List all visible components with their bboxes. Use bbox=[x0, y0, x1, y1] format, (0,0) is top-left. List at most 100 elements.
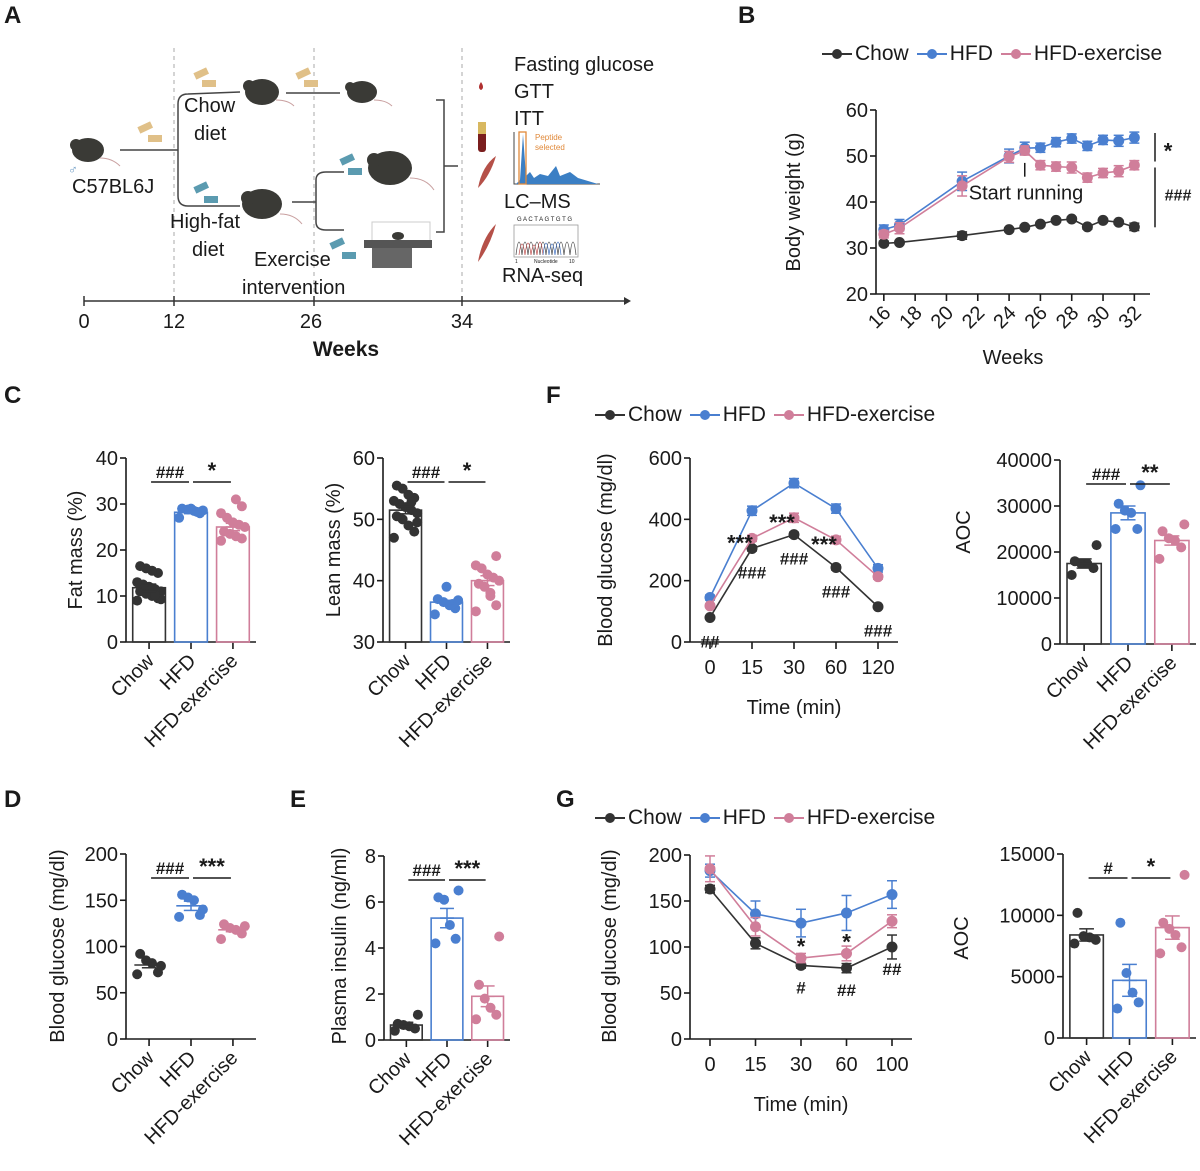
y-axis-label: Body weight (g) bbox=[783, 133, 805, 272]
data-point-chow bbox=[893, 236, 905, 248]
x-tick-label: 22 bbox=[958, 302, 989, 333]
assay-fasting-glucose: Fasting glucose bbox=[514, 54, 654, 76]
hfd-pellet-icon bbox=[193, 181, 218, 203]
legend-marker-hfdex bbox=[773, 812, 804, 824]
y-axis-label: Blood glucose (mg/dl) bbox=[599, 849, 621, 1042]
significance-label: ### bbox=[738, 563, 767, 582]
exercise-label-2: intervention bbox=[242, 277, 345, 299]
data-point-hfd bbox=[795, 917, 807, 929]
exercise-label-1: Exercise bbox=[254, 249, 331, 271]
hfd-pellet-icon bbox=[339, 153, 362, 175]
significance-label: # bbox=[796, 978, 806, 997]
data-point-hfdex bbox=[704, 863, 716, 875]
mouse-icon-hfd bbox=[241, 189, 303, 225]
data-point-chow bbox=[830, 561, 842, 573]
data-point-hfdex bbox=[1179, 869, 1190, 880]
data-point-hfd bbox=[450, 933, 461, 944]
timeline-tick-34: 34 bbox=[451, 311, 473, 333]
legend-item-hfd: HFD bbox=[689, 806, 766, 830]
legend-b: Chow HFD HFD-exercise bbox=[822, 42, 1162, 66]
x-tick-label: 15 bbox=[741, 657, 763, 679]
data-point-hfdex bbox=[878, 228, 890, 240]
x-tick-label: 30 bbox=[1083, 302, 1114, 333]
y-tick-label: 600 bbox=[649, 448, 682, 470]
y-tick-label: 0 bbox=[1044, 1028, 1055, 1050]
chow-pellet-icon bbox=[137, 121, 162, 142]
significance-label: *** bbox=[727, 530, 753, 555]
y-tick-label: 40 bbox=[353, 571, 375, 593]
data-point-hfd bbox=[886, 889, 898, 901]
data-point-chow bbox=[1066, 570, 1077, 580]
data-point-hfd bbox=[430, 938, 441, 949]
data-point-hfdex bbox=[750, 921, 761, 933]
data-point-hfd bbox=[197, 904, 208, 915]
data-point-chow bbox=[956, 230, 968, 242]
y-axis-label: Plasma insulin (ng/ml) bbox=[329, 848, 351, 1045]
data-point-hfdex bbox=[470, 606, 481, 617]
data-point-hfd bbox=[1097, 134, 1109, 146]
x-tick-label: 120 bbox=[861, 657, 894, 679]
x-tick-label: 100 bbox=[875, 1054, 908, 1076]
data-point-chow bbox=[132, 969, 143, 980]
nucleotide-end: 10 bbox=[569, 259, 575, 265]
legend-g: Chow HFD HFD-exercise bbox=[595, 806, 935, 830]
data-point-chow bbox=[132, 577, 143, 588]
legend-item-hfdex: HFD-exercise bbox=[773, 806, 936, 830]
data-point-hfdex bbox=[471, 1014, 482, 1025]
legend-label: HFD bbox=[949, 42, 993, 65]
significance-label: * bbox=[842, 929, 851, 954]
data-point-chow bbox=[1128, 221, 1140, 233]
data-point-hfd bbox=[174, 911, 185, 922]
data-point-hfd bbox=[429, 609, 440, 620]
data-point-hfdex bbox=[236, 501, 247, 512]
data-point-hfdex bbox=[1003, 151, 1015, 163]
y-tick-label: 30 bbox=[846, 238, 868, 260]
legend-label: HFD bbox=[722, 403, 766, 426]
legend-label: HFD-exercise bbox=[806, 806, 936, 829]
data-point-chow bbox=[1066, 213, 1078, 225]
x-axis-label: Time (min) bbox=[754, 1094, 849, 1116]
data-point-hfd bbox=[1133, 997, 1144, 1008]
data-point-chow bbox=[878, 237, 890, 249]
data-point-hfdex bbox=[841, 947, 852, 959]
y-tick-label: 0 bbox=[1041, 634, 1052, 656]
x-tick-label: 26 bbox=[1021, 302, 1052, 333]
data-point-hfd bbox=[1050, 136, 1062, 148]
significance-label: ## bbox=[837, 981, 856, 1000]
legend-marker-hfd bbox=[916, 48, 947, 60]
data-point-hfd bbox=[841, 907, 852, 919]
y-tick-label: 400 bbox=[649, 509, 682, 531]
x-tick-label: 60 bbox=[835, 1054, 857, 1076]
data-point-hfdex bbox=[795, 952, 807, 964]
data-point-chow bbox=[135, 561, 146, 572]
significance-label: ### bbox=[412, 463, 441, 482]
legend-marker-hfdex bbox=[1000, 48, 1031, 60]
x-tick-label: Chow bbox=[1042, 652, 1094, 704]
data-point-hfdex bbox=[239, 921, 250, 932]
data-point-chow bbox=[1072, 907, 1083, 918]
bracket-merge bbox=[436, 99, 458, 233]
y-tick-label: 200 bbox=[85, 844, 118, 866]
data-point-chow bbox=[392, 1018, 403, 1029]
data-point-hfdex bbox=[216, 508, 227, 519]
y-tick-label: 4 bbox=[365, 938, 376, 960]
legend-item-chow: Chow bbox=[595, 806, 682, 830]
treadmill-icon bbox=[364, 221, 432, 268]
significance-label: *** bbox=[769, 510, 795, 535]
timeline-tick-26: 26 bbox=[300, 311, 322, 333]
significance-label: ### bbox=[156, 859, 185, 878]
significance-label: *** bbox=[811, 532, 837, 557]
y-tick-label: 40 bbox=[96, 448, 118, 470]
data-point-hfdex bbox=[746, 532, 758, 544]
y-tick-label: 60 bbox=[846, 100, 868, 122]
legend-label: Chow bbox=[855, 42, 909, 65]
significance-label: # bbox=[1103, 859, 1113, 878]
y-tick-label: 10000 bbox=[996, 588, 1052, 610]
data-point-hfdex bbox=[893, 222, 905, 234]
strain-label: C57BL6J bbox=[72, 176, 154, 198]
data-point-hfdex bbox=[494, 931, 505, 942]
timeline-label: Weeks bbox=[313, 338, 379, 361]
